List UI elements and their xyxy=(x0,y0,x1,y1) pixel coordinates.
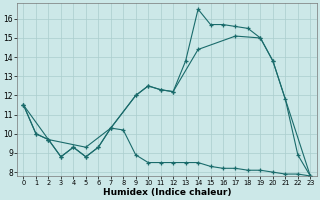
X-axis label: Humidex (Indice chaleur): Humidex (Indice chaleur) xyxy=(103,188,231,197)
